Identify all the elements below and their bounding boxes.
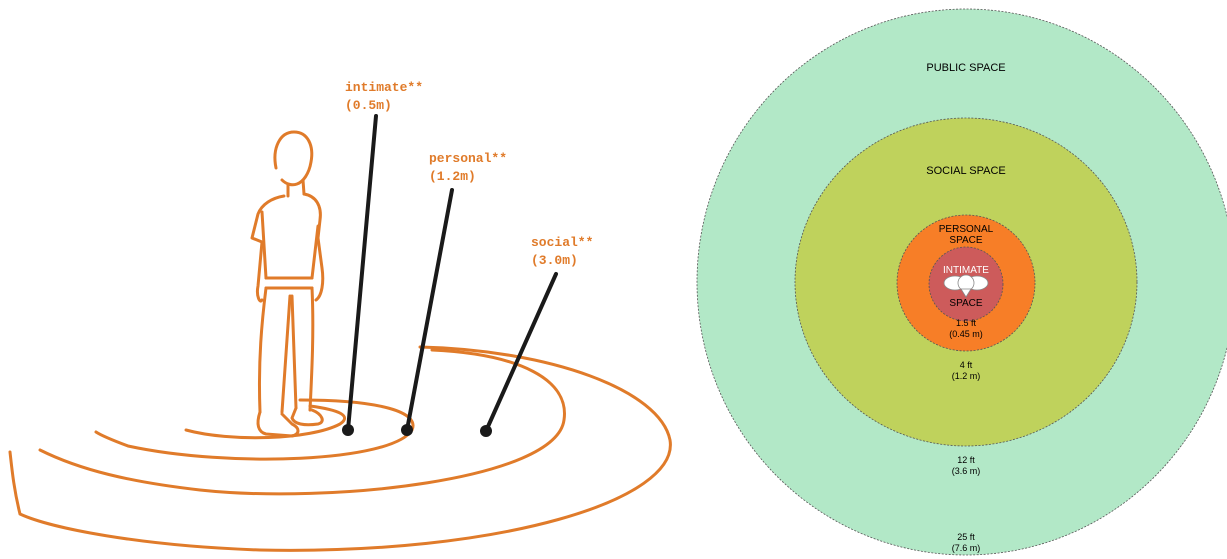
intimate-distance-ft: 1.5 ft [956,318,977,328]
public-distance-ft: 25 ft [957,532,975,542]
intimate-distance: (0.5m) [345,98,392,113]
personal-dot [401,424,413,436]
personal-label: personal** [429,151,507,166]
intimate-space-label-line1: INTIMATE [943,265,989,276]
people-icon [943,274,989,298]
standing-person-figure [250,130,325,438]
position-dots [342,424,492,437]
distance-labels: intimate** (0.5m) personal** (1.2m) soci… [345,80,593,268]
intimate-label: intimate** [345,80,423,95]
intimate-dot [342,424,354,436]
intimate-distance-m: (0.45 m) [949,329,983,339]
personal-distance-ft: 4 ft [960,360,973,370]
personal-space-label-line1: PERSONAL [939,224,994,235]
proximity-arcs [8,345,672,552]
proxemics-illustration: intimate** (0.5m) personal** (1.2m) soci… [8,80,672,552]
proxemic-zones-diagram: PUBLIC SPACE SOCIAL SPACE PERSONAL SPACE… [696,8,1227,556]
social-distance-ft: 12 ft [957,455,975,465]
social-label: social** [531,235,593,250]
public-space-label: PUBLIC SPACE [926,62,1005,74]
public-distance-m: (7.6 m) [952,543,981,553]
intimate-space-label-line2: SPACE [949,298,982,309]
social-space-label: SOCIAL SPACE [926,165,1005,177]
personal-space-label-line2: SPACE [949,235,982,246]
personal-distance-m: (1.2 m) [952,371,981,381]
social-dot [480,425,492,437]
social-distance-m: (3.6 m) [952,466,981,476]
personal-distance: (1.2m) [429,169,476,184]
leader-lines [346,114,558,433]
social-distance: (3.0m) [531,253,578,268]
